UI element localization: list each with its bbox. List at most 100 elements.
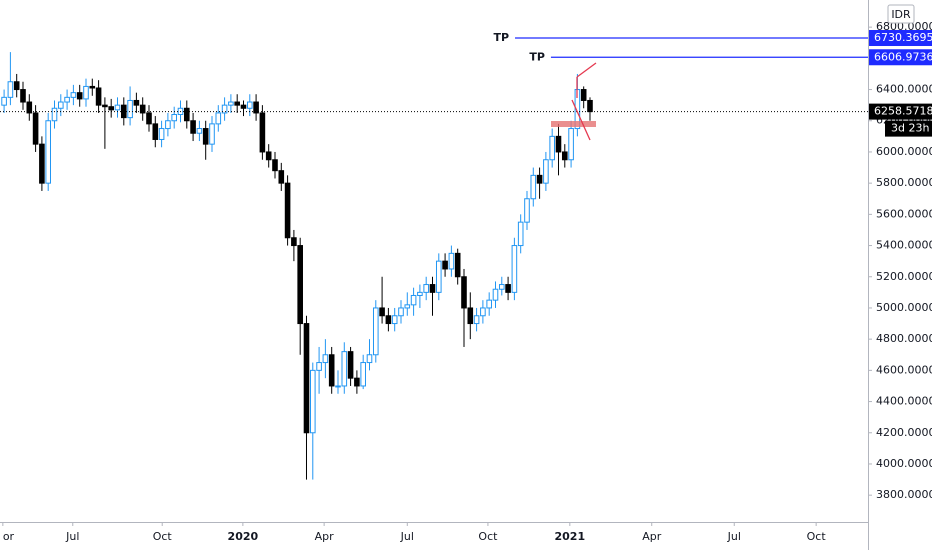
candle-body bbox=[354, 377, 360, 387]
candle-body bbox=[102, 104, 108, 108]
candle-body bbox=[64, 96, 70, 103]
candle-body bbox=[265, 151, 272, 161]
candle-body bbox=[543, 159, 549, 184]
tp-label: TP bbox=[529, 50, 545, 63]
currency: IDR bbox=[891, 8, 911, 21]
candle-body bbox=[70, 92, 77, 98]
candle-body bbox=[372, 307, 379, 356]
y-tick-label: 5000.0000 bbox=[876, 301, 932, 314]
candle-body bbox=[555, 135, 562, 153]
x-tick-label: Jul bbox=[65, 530, 79, 543]
countdown-box bbox=[885, 120, 932, 137]
candle-body bbox=[404, 304, 411, 309]
candle-body bbox=[13, 81, 20, 91]
candle-body bbox=[190, 120, 196, 134]
candle-body bbox=[429, 284, 436, 293]
candle-body bbox=[536, 174, 543, 184]
candle-body bbox=[246, 101, 253, 109]
trend-drawing bbox=[571, 99, 591, 141]
candle-body bbox=[385, 315, 392, 325]
candle-body bbox=[83, 85, 89, 100]
candle-body bbox=[45, 120, 51, 184]
candle-body bbox=[530, 174, 537, 200]
candle-body bbox=[379, 307, 385, 317]
candle-body bbox=[524, 198, 530, 223]
candle-body bbox=[561, 151, 568, 161]
candle-body bbox=[461, 276, 467, 309]
y-tick-label: 5800.0000 bbox=[876, 176, 932, 189]
candle-body bbox=[505, 284, 511, 293]
candle-body bbox=[139, 104, 146, 114]
candle-body bbox=[442, 260, 448, 270]
x-tick-label: Jul bbox=[400, 530, 414, 543]
x-tick-label: Jul bbox=[727, 530, 741, 543]
candle-body bbox=[303, 323, 310, 434]
x-tick-label: or bbox=[3, 530, 15, 543]
candle-body bbox=[127, 99, 133, 119]
candle-body bbox=[133, 99, 140, 106]
candle-body bbox=[253, 101, 259, 114]
y-tick-label: 5400.0000 bbox=[876, 239, 932, 252]
candle-body bbox=[39, 143, 45, 184]
candle-body bbox=[360, 362, 366, 387]
candle-body bbox=[278, 170, 285, 184]
y-axis: 3800.0000 4000.0000 4200.0000 4400.0000 4600… bbox=[868, 20, 932, 501]
candle-body bbox=[423, 284, 429, 293]
x-tick-label: Oct bbox=[478, 530, 498, 543]
y-tick-label: 4000.0000 bbox=[876, 457, 932, 470]
candle-body bbox=[114, 104, 121, 111]
candle-body bbox=[347, 351, 354, 379]
candle-body bbox=[480, 307, 486, 317]
candle-body bbox=[284, 182, 291, 239]
candle-body bbox=[215, 112, 222, 125]
candle-body bbox=[511, 245, 518, 293]
candle-body bbox=[202, 128, 209, 145]
candle-body bbox=[517, 221, 524, 247]
candle-body bbox=[473, 315, 480, 325]
candle-body bbox=[146, 112, 152, 125]
candle-body bbox=[57, 101, 64, 109]
x-tick-label: Apr bbox=[315, 530, 335, 543]
candle-body bbox=[391, 315, 398, 325]
x-tick-label: Oct bbox=[807, 530, 827, 543]
y-tick-label: 4400.0000 bbox=[876, 395, 932, 408]
candle-body bbox=[221, 104, 228, 114]
candle-body bbox=[549, 135, 555, 161]
plot-area bbox=[0, 37, 868, 480]
candle-body bbox=[297, 245, 303, 325]
x-tick-label: 2020 bbox=[228, 530, 259, 543]
candle-body bbox=[322, 354, 329, 364]
candle-body bbox=[95, 87, 102, 106]
candle-body bbox=[587, 99, 593, 113]
candle-body bbox=[486, 299, 492, 309]
candle-body bbox=[165, 120, 171, 130]
tp-label: TP bbox=[493, 31, 509, 44]
candle-body bbox=[335, 385, 341, 388]
price-box bbox=[869, 103, 932, 120]
candle-body bbox=[467, 307, 474, 325]
y-tick-label: 6000.0000 bbox=[876, 145, 932, 158]
x-tick-label: Oct bbox=[153, 530, 173, 543]
candle-body bbox=[259, 112, 266, 153]
candle-body bbox=[76, 92, 83, 100]
candle-body bbox=[89, 85, 96, 89]
candle-body bbox=[328, 354, 335, 387]
tp-price-box bbox=[869, 49, 932, 66]
candle-body bbox=[492, 288, 499, 301]
y-tick-label: 4800.0000 bbox=[876, 332, 932, 345]
x-tick-label: 2021 bbox=[555, 530, 586, 543]
candle-body bbox=[158, 128, 165, 140]
candle-body bbox=[196, 128, 203, 134]
candle-body bbox=[171, 114, 177, 122]
candle-body bbox=[20, 89, 26, 103]
trend-drawing bbox=[576, 62, 597, 78]
candle-body bbox=[291, 237, 297, 247]
candle-body bbox=[26, 101, 33, 114]
candle-body bbox=[417, 291, 423, 296]
candle-body bbox=[240, 104, 247, 109]
y-tick-label: 4200.0000 bbox=[876, 426, 932, 439]
candle-body bbox=[7, 81, 14, 98]
candle-body bbox=[32, 112, 39, 145]
